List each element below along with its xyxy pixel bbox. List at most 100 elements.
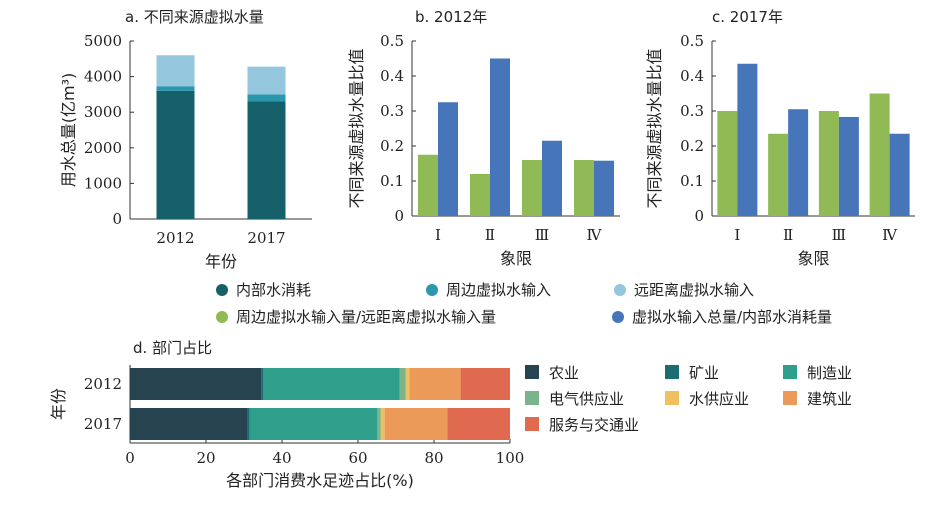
y-tick-label: 0 [112, 210, 122, 228]
bar-2012-6 [460, 368, 510, 400]
bar-2012-5 [409, 368, 461, 400]
x-tick-label: Ⅰ [435, 226, 441, 244]
legend-dot-3 [216, 311, 228, 323]
bar-2012-2 [263, 368, 400, 400]
x-tick-label: Ⅱ [485, 226, 495, 244]
legend-label: 矿业 [689, 364, 719, 382]
x-axis-label: 各部门消费水足迹占比(%) [226, 471, 414, 490]
x-tick-label: 100 [496, 449, 525, 467]
bar-1-1 [737, 63, 758, 216]
bar-2017-1 [247, 94, 286, 102]
y-tick-label: 0 [394, 207, 404, 225]
y-tick-label: 0.1 [380, 172, 404, 190]
legend-label: 周边虚拟水输入 [446, 281, 551, 299]
bar-2012-1 [156, 86, 195, 91]
y-axis-label: 不同来源虚拟水量比值 [347, 48, 366, 208]
bar-3-1 [542, 140, 562, 216]
chart-title: c. 2017年 [712, 8, 783, 26]
bar-2017-2 [247, 66, 286, 95]
x-tick-label: Ⅲ [832, 226, 846, 244]
bar-2017-0 [247, 101, 286, 219]
chart-title: a. 不同来源虚拟水量 [125, 8, 264, 26]
y-axis-label: 不同来源虚拟水量比值 [645, 48, 664, 208]
bar-2017-1 [247, 408, 250, 440]
bar-2012-1 [261, 368, 263, 400]
y-axis-label: 用水总量(亿m³) [59, 73, 78, 188]
y-tick-label: 0.3 [680, 102, 704, 120]
y-tick-label: 0.4 [680, 67, 704, 85]
bar-2017-3 [377, 408, 381, 440]
bar-2017-0 [130, 408, 248, 440]
x-axis-label: 象限 [500, 249, 532, 268]
y-tick-label: 0 [694, 207, 704, 225]
x-tick-label: 40 [272, 449, 291, 467]
y-tick-label: 0.5 [380, 32, 404, 50]
x-tick-label: Ⅰ [734, 226, 740, 244]
bar-2-0 [768, 133, 789, 216]
x-tick-label: Ⅳ [587, 226, 603, 244]
legend-dot-2 [614, 284, 626, 296]
legend-label: 制造业 [807, 364, 852, 382]
chart-d: d. 部门占比 0 20 40 60 80 100 2012 2017 各部门消费水足迹占比(%)… [49, 339, 852, 490]
x-tick-label: 2017 [247, 229, 285, 247]
legend-swatch-6 [525, 417, 539, 431]
bar-3-0 [522, 160, 542, 216]
chart-title: d. 部门占比 [133, 339, 212, 357]
y-tick-label: 2000 [84, 139, 122, 157]
bar-3-0 [818, 111, 839, 216]
legend-label: 周边虚拟水输入量/远距离虚拟水输入量 [236, 308, 496, 326]
y-tick-label: 4000 [84, 68, 122, 86]
chart-c: c. 2017年 0 0.1 0.2 0.3 0.4 0.5 Ⅰ Ⅱ Ⅲ Ⅳ 象限 不同来源虚拟水量比值 [645, 8, 915, 268]
bar-4-1 [594, 160, 614, 216]
bar-2017-6 [447, 408, 510, 440]
bar-1-1 [438, 102, 458, 216]
x-tick-label: 80 [424, 449, 443, 467]
bar-2-0 [470, 174, 490, 216]
y-tick-label: 1000 [84, 174, 122, 192]
legend-swatch-3 [525, 391, 539, 405]
legend-label: 电气供应业 [549, 390, 624, 408]
legend-swatch-2 [783, 365, 797, 379]
x-tick-label: 2012 [156, 229, 194, 247]
legend-swatch-0 [525, 365, 539, 379]
y-tick-label: 3000 [84, 103, 122, 121]
chart-title: b. 2012年 [415, 8, 487, 26]
x-axis-label: 年份 [205, 252, 237, 271]
bar-2012-2 [156, 55, 195, 87]
legend-label: 水供应业 [689, 390, 749, 408]
legend-label: 建筑业 [807, 390, 852, 408]
bar-2012-3 [399, 368, 406, 400]
x-tick-label: 60 [348, 449, 367, 467]
y-tick-label: 0.1 [680, 172, 704, 190]
legend-label: 内部水消耗 [236, 281, 311, 299]
x-tick-label: 0 [125, 449, 135, 467]
legend-dot-0 [216, 284, 228, 296]
y-tick-label: 0.2 [680, 137, 704, 155]
legend-label: 远距离虚拟水输入 [634, 281, 754, 299]
legend-label: 农业 [549, 364, 579, 382]
legend-dot-1 [426, 284, 438, 296]
y-tick-label: 0.4 [380, 67, 404, 85]
bar-2017-4 [380, 408, 385, 440]
bar-2017-2 [249, 408, 377, 440]
legend-swatch-1 [665, 365, 679, 379]
y-tick-label: 0.5 [680, 32, 704, 50]
x-tick-label: Ⅳ [882, 226, 898, 244]
chart-b: b. 2012年 0 0.1 0.2 0.3 0.4 0.5 Ⅰ Ⅱ Ⅲ Ⅳ 象限 不同来源虚拟水量比值 [347, 8, 620, 268]
y-tick-label: 0.2 [380, 137, 404, 155]
bar-2012-0 [130, 368, 262, 400]
legend-label: 服务与交通业 [549, 416, 639, 434]
bar-1-0 [717, 111, 738, 216]
bar-2012-4 [405, 368, 410, 400]
bar-4-0 [574, 160, 594, 216]
bar-4-1 [889, 133, 910, 216]
legend-label: 虚拟水输入总量/内部水消耗量 [632, 308, 832, 326]
bar-2-1 [490, 58, 510, 216]
bar-2-1 [788, 109, 809, 216]
x-tick-label: Ⅱ [783, 226, 793, 244]
y-tick-label: 2017 [84, 415, 122, 433]
bar-4-0 [869, 93, 890, 216]
chart-a: a. 不同来源虚拟水量 0 1000 2000 3000 4000 5000 2012 2017… [59, 8, 312, 271]
